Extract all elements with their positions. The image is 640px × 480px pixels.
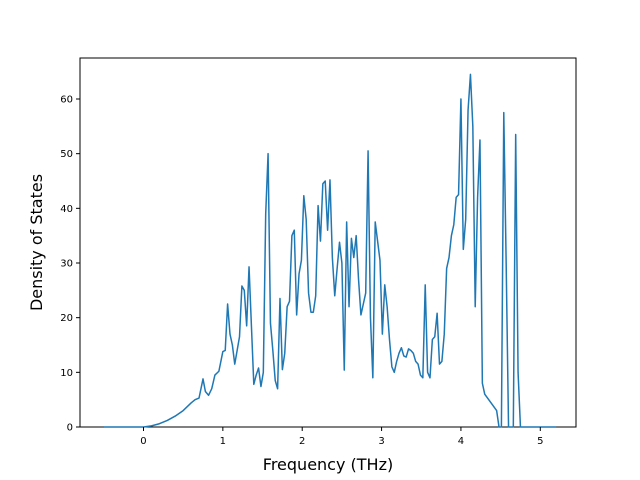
y-tick-label: 50	[60, 149, 73, 160]
x-tick-label: 4	[458, 436, 464, 447]
x-tick-label: 0	[140, 436, 146, 447]
x-tick-label: 5	[537, 436, 543, 447]
y-axis-label: Density of States	[27, 174, 46, 311]
y-tick-label: 30	[60, 259, 73, 270]
x-axis-ticks: 0 1 2 3 4 5	[140, 427, 543, 447]
y-tick-label: 10	[60, 368, 73, 379]
dos-series-line	[103, 73, 557, 428]
y-tick-label: 60	[60, 95, 73, 106]
axes-frame	[79, 57, 577, 428]
x-tick-label: 1	[220, 436, 226, 447]
x-axis-label: Frequency (THz)	[263, 455, 393, 474]
plot-area	[79, 57, 577, 428]
x-tick-label: 3	[378, 436, 384, 447]
y-axis-ticks: 0 10 20 30 40 50 60	[60, 95, 80, 434]
y-tick-label: 40	[60, 204, 73, 215]
x-tick-label: 2	[299, 436, 305, 447]
y-tick-label: 20	[60, 313, 73, 324]
y-tick-label: 0	[67, 423, 73, 434]
